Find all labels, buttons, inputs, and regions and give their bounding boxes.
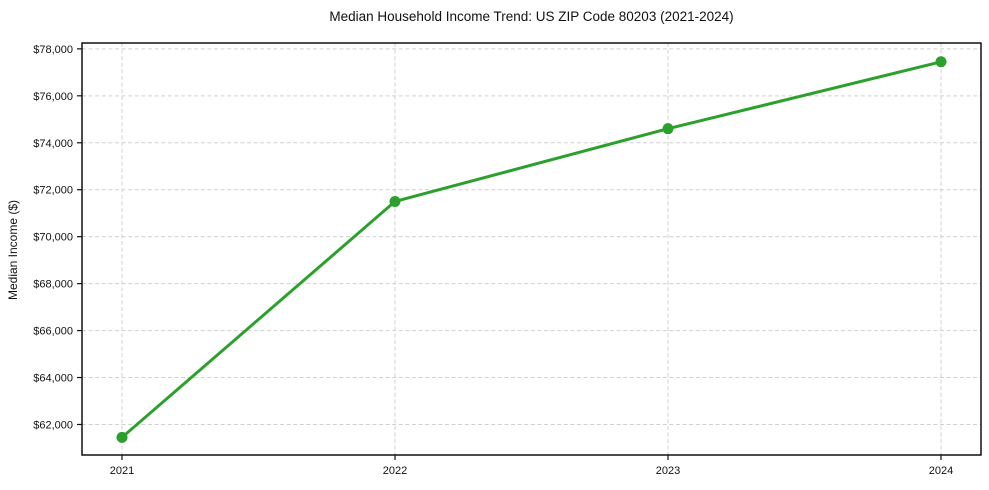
data-point-marker xyxy=(935,56,947,68)
x-tick-label: 2023 xyxy=(656,465,680,477)
y-tick-label: $68,000 xyxy=(33,279,73,291)
y-tick-label: $72,000 xyxy=(33,185,73,197)
y-tick-label: $70,000 xyxy=(33,232,73,244)
data-point-marker xyxy=(389,195,401,207)
plot-frame xyxy=(81,42,982,456)
y-tick-label: $62,000 xyxy=(33,419,73,431)
y-tick-label: $76,000 xyxy=(33,91,73,103)
x-tick-label: 2024 xyxy=(929,465,953,477)
chart-title: Median Household Income Trend: US ZIP Co… xyxy=(329,9,734,24)
y-tick-label: $66,000 xyxy=(33,326,73,338)
data-point-marker xyxy=(116,431,128,443)
x-tick-label: 2021 xyxy=(110,465,134,477)
y-tick-label: $78,000 xyxy=(33,44,73,56)
x-tick-label: 2022 xyxy=(383,465,407,477)
trend-line xyxy=(120,60,943,439)
y-tick-label: $74,000 xyxy=(33,138,73,150)
data-point-marker xyxy=(662,123,674,135)
y-tick-label: $64,000 xyxy=(33,373,73,385)
